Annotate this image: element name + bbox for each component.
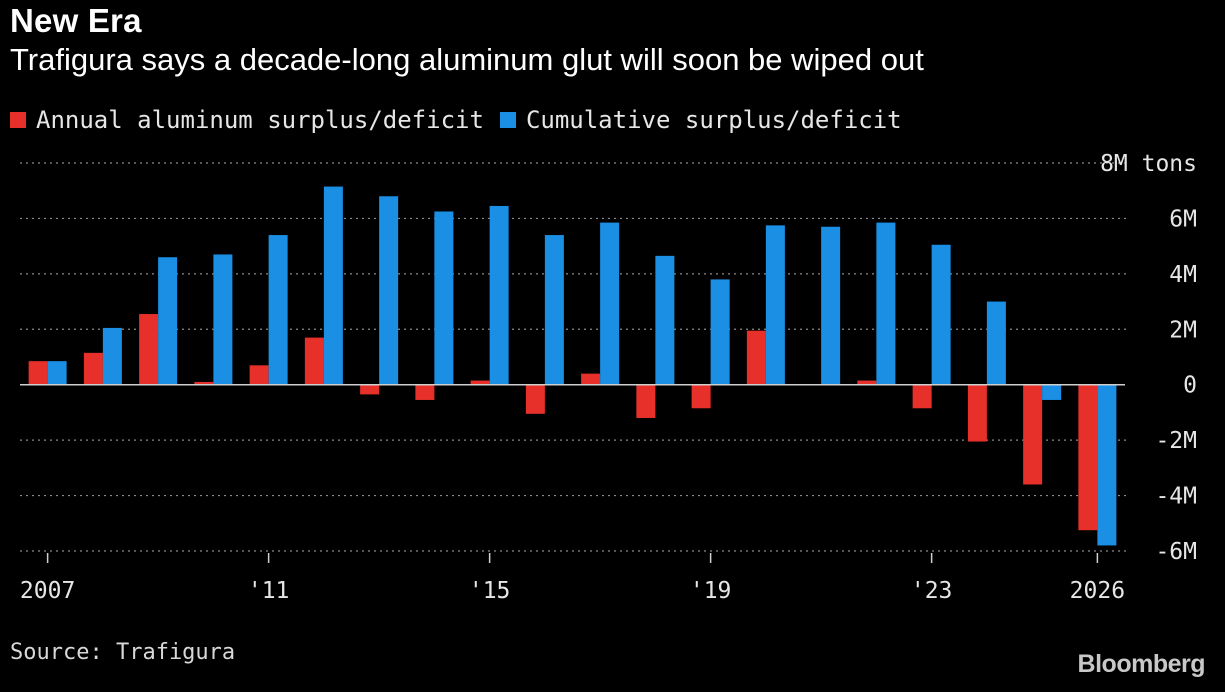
bars [28,186,1117,546]
bar-annual [1078,384,1098,531]
legend-item-annual: Annual aluminum surplus/deficit [10,106,484,134]
y-tick-label: 4M [1169,262,1197,288]
bar-annual [857,380,877,385]
x-tick-label: '11 [248,578,290,604]
bar-cumulative [710,279,730,385]
bar-cumulative [323,186,343,385]
bar-cumulative [1042,384,1062,400]
bar-cumulative [544,235,564,385]
y-tick-label: -2M [1155,428,1197,454]
chart-subtitle: Trafigura says a decade-long aluminum gl… [10,42,924,77]
bar-annual [967,384,987,442]
legend-label-annual: Annual aluminum surplus/deficit [36,106,484,134]
grid-lines [20,162,1130,552]
bar-annual [1023,384,1043,485]
bar-annual [360,384,380,395]
x-tick-label: '15 [469,578,511,604]
bar-cumulative [600,222,620,385]
bar-cumulative [821,226,841,385]
bar-annual [83,352,103,385]
bar-annual [746,330,766,385]
bar-annual [139,314,159,385]
x-tick-label: 2026 [1070,578,1125,604]
y-axis-labels: 8M tons 6M 4M 2M 0 -2M -4M -6M [1100,151,1197,565]
bar-cumulative [158,257,178,385]
y-tick-label: 0 [1183,373,1197,399]
y-tick-label: -6M [1155,539,1197,565]
bar-annual [636,384,656,418]
bar-annual [415,384,435,400]
bar-cumulative [986,301,1006,385]
y-tick-label: -4M [1155,484,1197,510]
x-axis: 2007 '11 '15 '19 '23 2026 [20,553,1125,604]
bloomberg-logo: Bloomberg [1077,650,1206,678]
bar-annual [525,384,545,414]
bar-cumulative [379,196,399,385]
bar-cumulative [47,361,67,385]
bar-cumulative [765,225,785,385]
x-tick-label: 2007 [20,578,75,604]
x-tick-label: '19 [690,578,732,604]
bar-annual [304,337,324,385]
bar-cumulative [931,244,951,385]
bar-cumulative [876,222,896,385]
bar-annual [691,384,711,409]
bar-cumulative [434,211,454,385]
source-note: Source: Trafigura [10,640,236,665]
legend-swatch-annual [10,112,26,128]
bar-cumulative [655,255,675,385]
bar-annual [249,365,269,385]
bar-annual [28,361,48,385]
legend-label-cumulative: Cumulative surplus/deficit [525,106,902,134]
x-tick-label: '23 [911,578,953,604]
y-tick-label: 6M [1169,206,1197,232]
bar-cumulative [489,205,509,385]
bar-cumulative [102,327,122,385]
bar-cumulative [213,254,233,385]
bar-cumulative [268,235,288,385]
bar-annual [470,380,490,385]
legend-item-cumulative: Cumulative surplus/deficit [499,106,902,134]
legend: Annual aluminum surplus/deficit Cumulati… [10,106,918,134]
bar-annual [194,381,214,385]
bar-annual [581,373,601,385]
bar-cumulative [1097,384,1117,546]
y-tick-label: 2M [1169,317,1197,343]
legend-swatch-cumulative [499,112,516,128]
bar-annual [912,384,932,409]
y-tick-label: 8M tons [1100,151,1197,177]
chart-title: New Era [10,2,142,39]
